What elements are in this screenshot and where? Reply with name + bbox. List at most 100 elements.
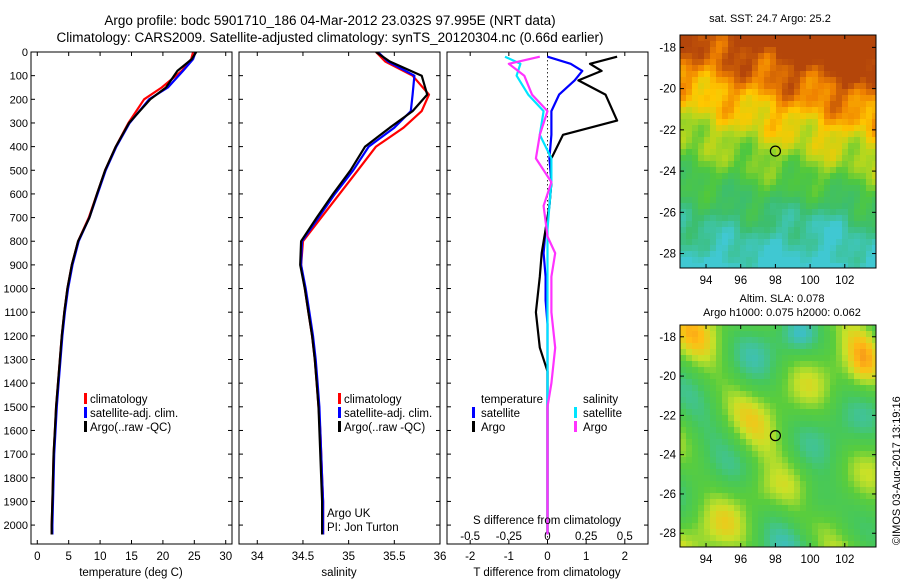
map-cell (788, 499, 795, 506)
map-cell (848, 209, 855, 216)
map-cell (692, 463, 699, 470)
map-cell (818, 427, 825, 434)
map-cell (806, 469, 813, 476)
map-cell (806, 499, 813, 506)
map-cell (698, 197, 705, 204)
map-cell (764, 325, 771, 332)
map-cell (800, 209, 807, 216)
map-cell (860, 361, 867, 368)
map-cell (848, 475, 855, 482)
map-cell (686, 493, 693, 500)
map-cell (848, 53, 855, 60)
map-cell (860, 71, 867, 78)
map-cell (788, 59, 795, 66)
map-cell (740, 475, 747, 482)
map-cell (836, 331, 843, 338)
map-cell (788, 131, 795, 138)
map-cell (842, 83, 849, 90)
map-cell (680, 511, 687, 518)
map-cell (770, 155, 777, 162)
map-cell (722, 53, 729, 60)
map-cell (722, 263, 729, 269)
map-cell (818, 41, 825, 48)
map-cell (806, 337, 813, 344)
map-cell (854, 83, 861, 90)
map-cell (680, 529, 687, 536)
map-cell (692, 487, 699, 494)
map-cell (692, 143, 699, 150)
depth-tick-label: 900 (10, 260, 28, 272)
map-cell (722, 475, 729, 482)
map-cell (734, 541, 741, 548)
map-cell (680, 463, 687, 470)
map-cell (848, 541, 855, 548)
map-cell (698, 505, 705, 512)
map-cell (824, 53, 831, 60)
map-cell (710, 185, 717, 192)
map-cell (758, 463, 765, 470)
map-cell (800, 179, 807, 186)
map-cell (872, 197, 877, 204)
map-cell (860, 263, 867, 269)
map-cell (824, 349, 831, 356)
map-cell (854, 523, 861, 530)
map-cell (704, 125, 711, 132)
map-cell (788, 325, 795, 332)
depth-tick-label: 100 (10, 71, 28, 83)
map-cell (782, 113, 789, 120)
map-cell (770, 161, 777, 168)
map-cell (818, 155, 825, 162)
map-cell (686, 233, 693, 240)
map-cell (680, 221, 687, 228)
map-cell (698, 71, 705, 78)
map-cell (806, 325, 813, 332)
map-cell (722, 421, 729, 428)
map-cell (680, 239, 687, 246)
map-cell (698, 517, 705, 524)
map-cell (824, 481, 831, 488)
map-cell (692, 499, 699, 506)
map-cell (830, 77, 837, 84)
map-cell (872, 379, 877, 386)
map-cell (758, 59, 765, 66)
map-cell (758, 385, 765, 392)
map-cell (788, 343, 795, 350)
map-cell (764, 221, 771, 228)
map-cell (704, 505, 711, 512)
map-cell (716, 125, 723, 132)
map-cell (716, 451, 723, 458)
map-cell (776, 125, 783, 132)
map-cell (812, 331, 819, 338)
map-cell (728, 35, 735, 42)
map-cell (872, 391, 877, 398)
map-cell (854, 65, 861, 72)
series-line (50, 52, 198, 535)
map-cell (728, 161, 735, 168)
map-cell (842, 421, 849, 428)
map-cell (830, 83, 837, 90)
map-cell (848, 445, 855, 452)
map-cell (824, 167, 831, 174)
map-cell (704, 331, 711, 338)
x-tick-label: 35 (342, 551, 355, 563)
map-cell (752, 263, 759, 269)
map-cell (794, 167, 801, 174)
map-cell (866, 89, 873, 96)
map-cell (758, 257, 765, 264)
map-cell (848, 257, 855, 264)
legend-swatch-t-argo (472, 421, 475, 432)
map-cell (812, 47, 819, 54)
map-cell (704, 107, 711, 114)
map-cell (848, 137, 855, 144)
map-cell (698, 535, 705, 542)
map-cell (686, 161, 693, 168)
depth-tick-label: 500 (10, 165, 28, 177)
map-cell (818, 403, 825, 410)
temperature-legend: climatology satellite-adj. clim. Argo(..… (84, 393, 178, 434)
map-cell (788, 179, 795, 186)
map-cell (824, 77, 831, 84)
map-cell (740, 511, 747, 518)
map-cell (692, 367, 699, 374)
map-cell (698, 367, 705, 374)
map-cell (830, 149, 837, 156)
